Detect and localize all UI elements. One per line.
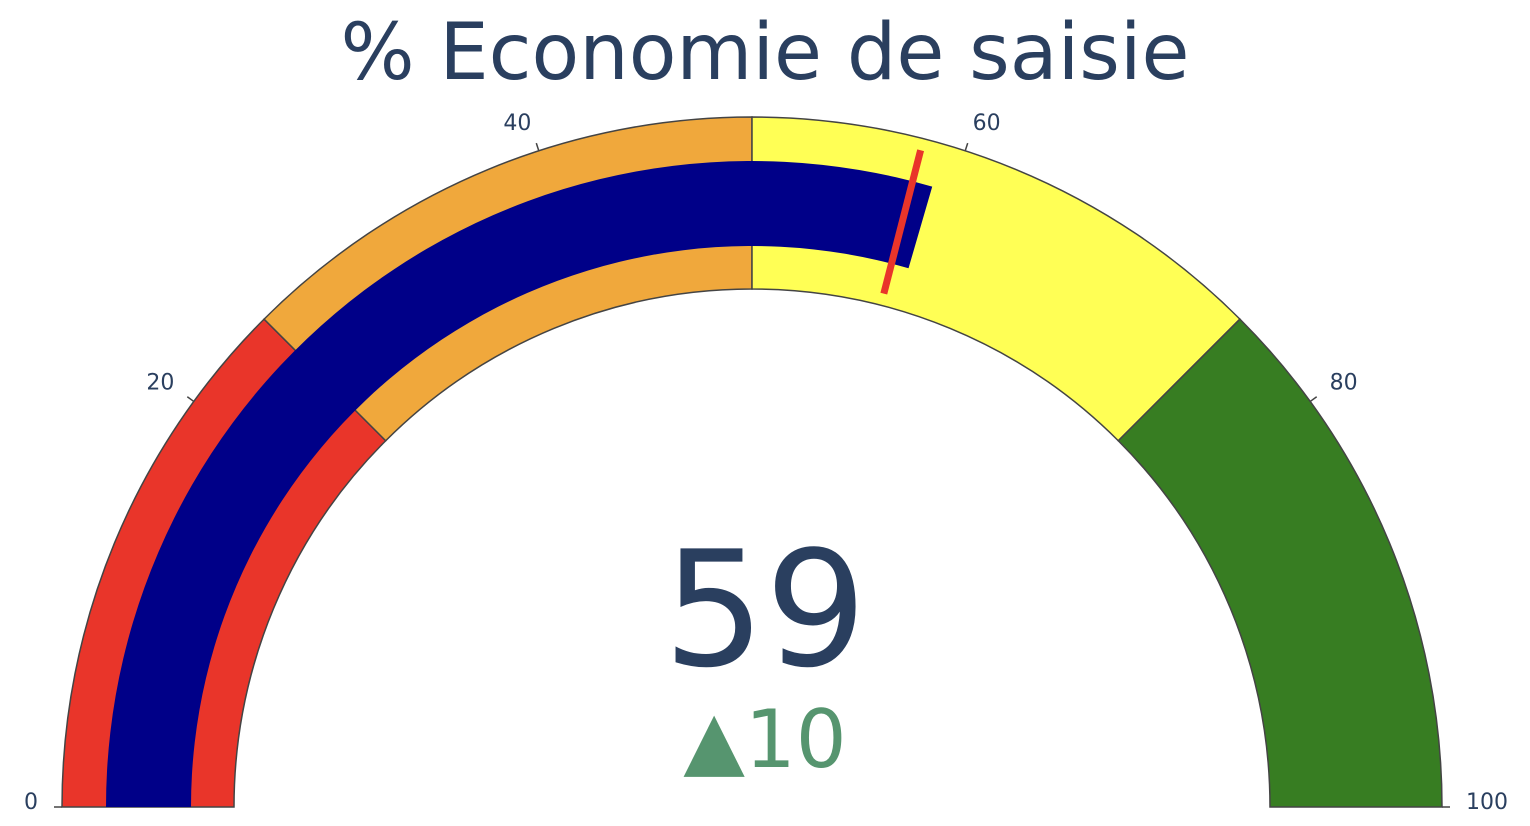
gauge-tick-20 bbox=[186, 396, 195, 403]
gauge-tick-label: 40 bbox=[503, 111, 531, 136]
gauge-step-3 bbox=[1117, 318, 1443, 808]
gauge-value-bar bbox=[106, 160, 933, 807]
gauge-tick-60 bbox=[964, 142, 969, 152]
gauge-tick-40 bbox=[535, 142, 540, 152]
gauge-tick-label: 20 bbox=[146, 370, 174, 395]
gauge-threshold-line bbox=[880, 149, 925, 295]
chart-title: % Economie de saisie bbox=[340, 8, 1190, 98]
gauge-bar bbox=[106, 160, 933, 807]
gauge-tick-label: 60 bbox=[973, 111, 1001, 136]
delta-up-arrow-icon: ▲ bbox=[683, 693, 745, 786]
gauge-tick-label: 100 bbox=[1466, 790, 1508, 815]
gauge-tick-80 bbox=[1309, 396, 1318, 403]
gauge-tick-label: 80 bbox=[1330, 370, 1358, 395]
gauge-delta: ▲10 bbox=[0, 700, 1530, 780]
gauge-threshold bbox=[880, 149, 925, 295]
delta-value: 10 bbox=[744, 693, 847, 786]
gauge-ticks: 0 20 40 60 80 100 bbox=[24, 111, 1508, 815]
gauge-value: 59 bbox=[663, 516, 867, 703]
gauge-tick-label: 0 bbox=[24, 790, 38, 815]
